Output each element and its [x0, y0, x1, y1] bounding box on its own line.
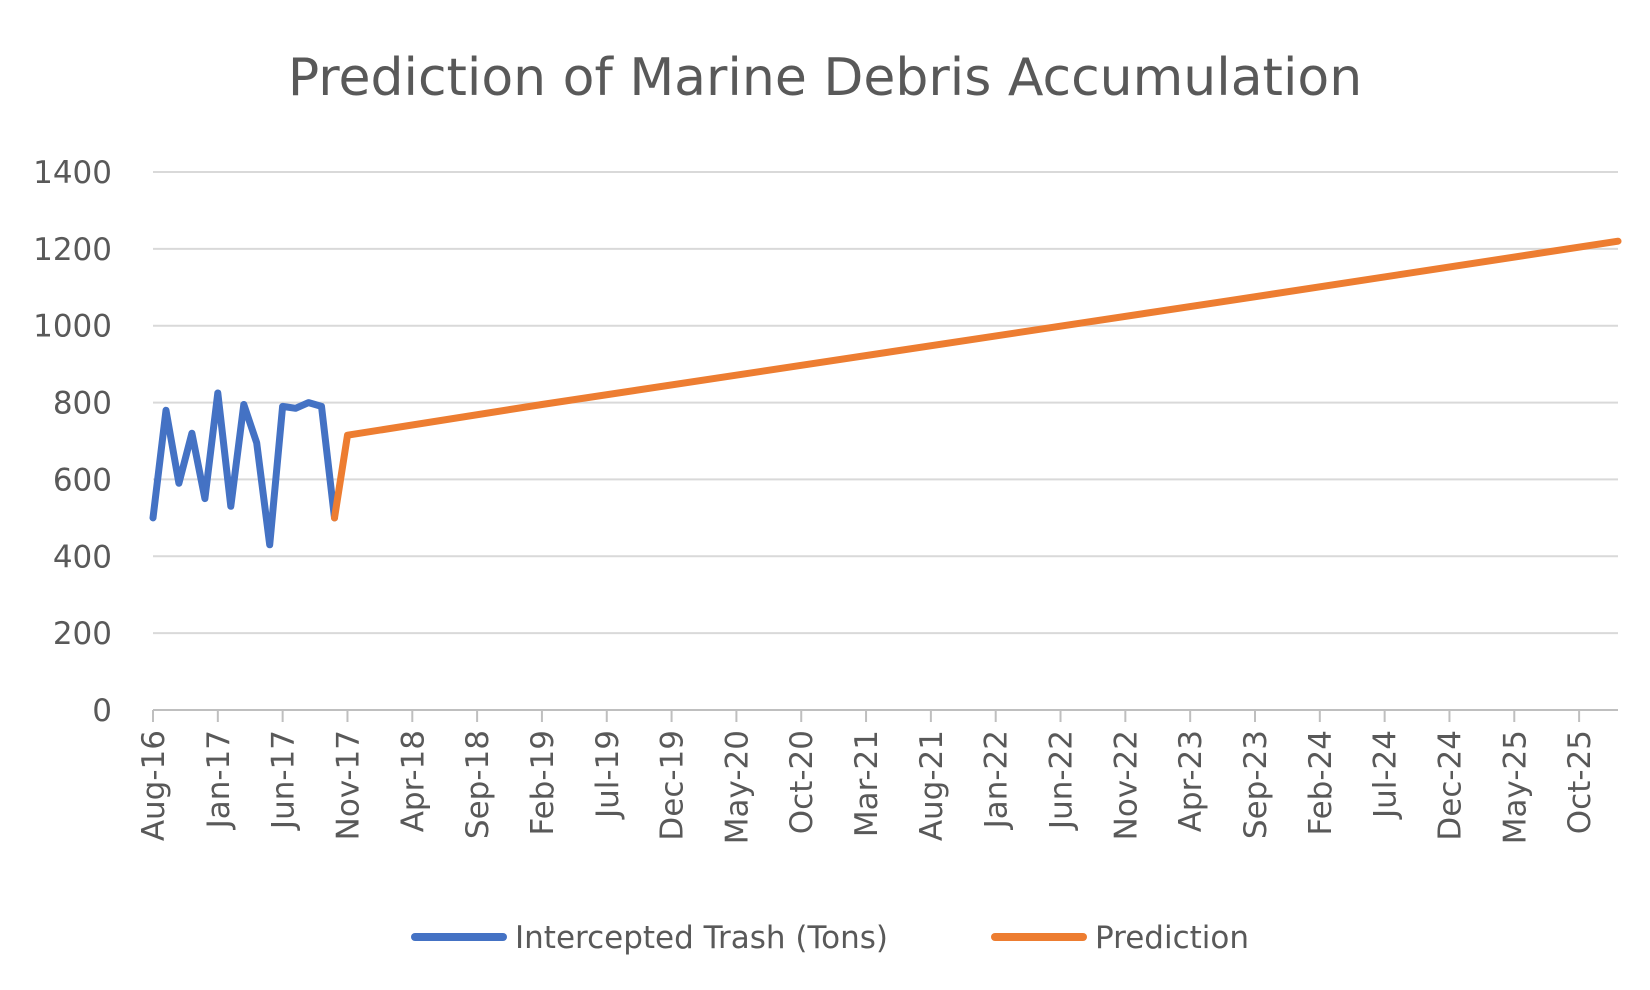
gridlines [153, 171, 1618, 635]
legend-label: Prediction [1095, 920, 1249, 956]
x-tick-label: Oct-20 [784, 730, 820, 834]
legend: Intercepted Trash (Tons) Prediction [411, 920, 1249, 956]
x-tick-label: Mar-21 [849, 730, 885, 837]
x-tick-label: Dec-19 [655, 730, 691, 841]
x-tick-label: Aug-21 [914, 730, 950, 841]
x-tick-label: Apr-18 [395, 730, 431, 832]
chart-title: Prediction of Marine Debris Accumulation [288, 48, 1362, 108]
x-tick-label: Apr-23 [1173, 730, 1209, 832]
y-tick-label: 200 [53, 616, 112, 652]
series-lines [149, 237, 1622, 549]
x-tick-label: Dec-24 [1432, 730, 1468, 841]
y-tick-label: 800 [53, 386, 112, 422]
x-tick-label: Nov-17 [330, 730, 366, 840]
x-tick-label: Oct-25 [1562, 730, 1598, 834]
legend-label: Intercepted Trash (Tons) [515, 920, 888, 956]
x-tick-label: May-25 [1497, 730, 1533, 844]
x-tick-label: Jun-22 [1044, 730, 1080, 831]
series-line [331, 237, 1622, 522]
x-tick-label: Jan-17 [201, 730, 237, 830]
x-tick-label: Feb-24 [1303, 730, 1339, 836]
x-tick-label: Jul-24 [1368, 730, 1404, 820]
x-tick-label: Sep-23 [1238, 730, 1274, 839]
y-tick-label: 600 [53, 462, 112, 498]
x-tick-label: May-20 [719, 730, 755, 844]
y-axis-tick-labels: 0 200 400 600 800 1000 1200 1400 [33, 155, 112, 729]
x-tick-label: Feb-19 [525, 730, 561, 836]
x-tick-label: Jan-22 [979, 730, 1015, 830]
x-tick-label: Jun-17 [266, 730, 302, 831]
y-tick-label: 1000 [33, 309, 112, 345]
y-tick-label: 400 [53, 539, 112, 575]
x-tick-label: Sep-18 [460, 730, 496, 839]
y-tick-label: 1200 [33, 232, 112, 268]
x-tick-label: Jul-19 [590, 730, 626, 820]
x-tick-label: Nov-22 [1108, 730, 1144, 840]
y-tick-label: 1400 [33, 155, 112, 191]
x-axis: Aug-16 Jan-17 Jun-17 Nov-17 Apr-18 Sep-18 Feb-… [136, 709, 1618, 844]
x-tick-label: Aug-16 [136, 730, 172, 841]
y-tick-label: 0 [92, 693, 112, 729]
series-line [149, 389, 338, 549]
